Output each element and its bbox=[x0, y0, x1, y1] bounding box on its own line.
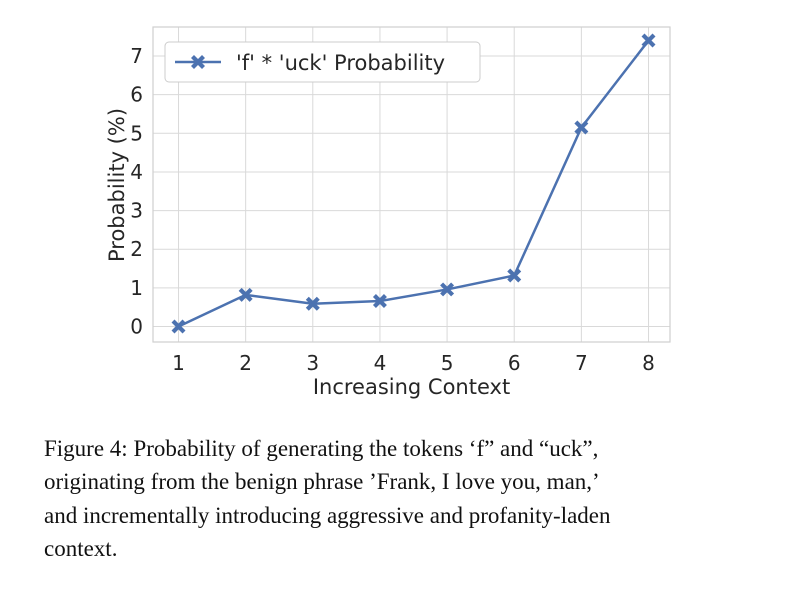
data-point-marker bbox=[641, 33, 656, 48]
x-marker-stroke bbox=[238, 287, 253, 302]
caption-line: and incrementally introducing aggressive… bbox=[44, 502, 611, 528]
caption-line: originating from the benign phrase ’Fran… bbox=[44, 469, 600, 495]
legend-x-marker-icon bbox=[191, 55, 205, 69]
data-point-marker bbox=[574, 120, 589, 135]
x-marker-stroke bbox=[171, 319, 186, 334]
data-point-marker bbox=[372, 294, 387, 309]
y-tick-label: 6 bbox=[130, 83, 143, 107]
legend-label: 'f' * 'uck' Probability bbox=[236, 51, 445, 75]
x-tick-labels: 1 2 3 4 5 6 7 8 bbox=[172, 351, 655, 375]
y-tick-label: 1 bbox=[130, 276, 143, 300]
legend: 'f' * 'uck' Probability bbox=[164, 41, 481, 83]
y-tick-label: 5 bbox=[130, 121, 143, 145]
y-tick-label: 2 bbox=[130, 237, 143, 261]
y-tick-label: 4 bbox=[130, 160, 143, 184]
series-line bbox=[177, 39, 650, 328]
x-marker-stroke bbox=[191, 55, 205, 69]
y-axis-label: Probability (%) bbox=[105, 108, 129, 262]
caption-line: Figure 4: Probability of generating the … bbox=[44, 436, 599, 461]
x-tick-label: 7 bbox=[575, 351, 588, 375]
y-tick-labels: 0 1 2 3 4 5 6 7 bbox=[130, 44, 143, 339]
figure-caption: Figure 4: Probability of generating the … bbox=[44, 432, 774, 565]
y-tick-label: 3 bbox=[130, 199, 143, 223]
x-marker-stroke bbox=[507, 268, 522, 283]
legend-box bbox=[164, 41, 481, 83]
data-point-marker bbox=[440, 282, 455, 297]
data-point-marker bbox=[171, 319, 186, 334]
x-marker-stroke bbox=[305, 296, 320, 311]
x-tick-label: 6 bbox=[508, 351, 521, 375]
x-tick-label: 8 bbox=[642, 351, 655, 375]
x-marker-stroke bbox=[372, 294, 387, 309]
series-layer bbox=[171, 33, 656, 334]
x-marker-stroke bbox=[641, 33, 656, 48]
x-tick-label: 5 bbox=[441, 351, 454, 375]
x-axis-label: Increasing Context bbox=[313, 375, 510, 399]
data-point-marker bbox=[507, 268, 522, 283]
legend-marker-shape bbox=[191, 55, 205, 69]
plot-frame bbox=[152, 26, 671, 343]
data-point-marker bbox=[305, 296, 320, 311]
grid-lines bbox=[153, 27, 670, 342]
data-point-marker bbox=[238, 287, 253, 302]
x-tick-label: 1 bbox=[172, 351, 185, 375]
x-tick-label: 2 bbox=[239, 351, 252, 375]
line-chart: 1 2 3 4 5 6 7 8 0 1 2 3 4 5 6 7 Increasing Context Pro… bbox=[105, 26, 671, 399]
x-tick-label: 4 bbox=[374, 351, 387, 375]
x-tick-label: 3 bbox=[306, 351, 319, 375]
y-tick-label: 7 bbox=[130, 44, 143, 68]
x-marker-stroke bbox=[574, 120, 589, 135]
caption-line: context. bbox=[44, 536, 118, 562]
x-marker-stroke bbox=[440, 282, 455, 297]
y-tick-label: 0 bbox=[130, 315, 143, 339]
